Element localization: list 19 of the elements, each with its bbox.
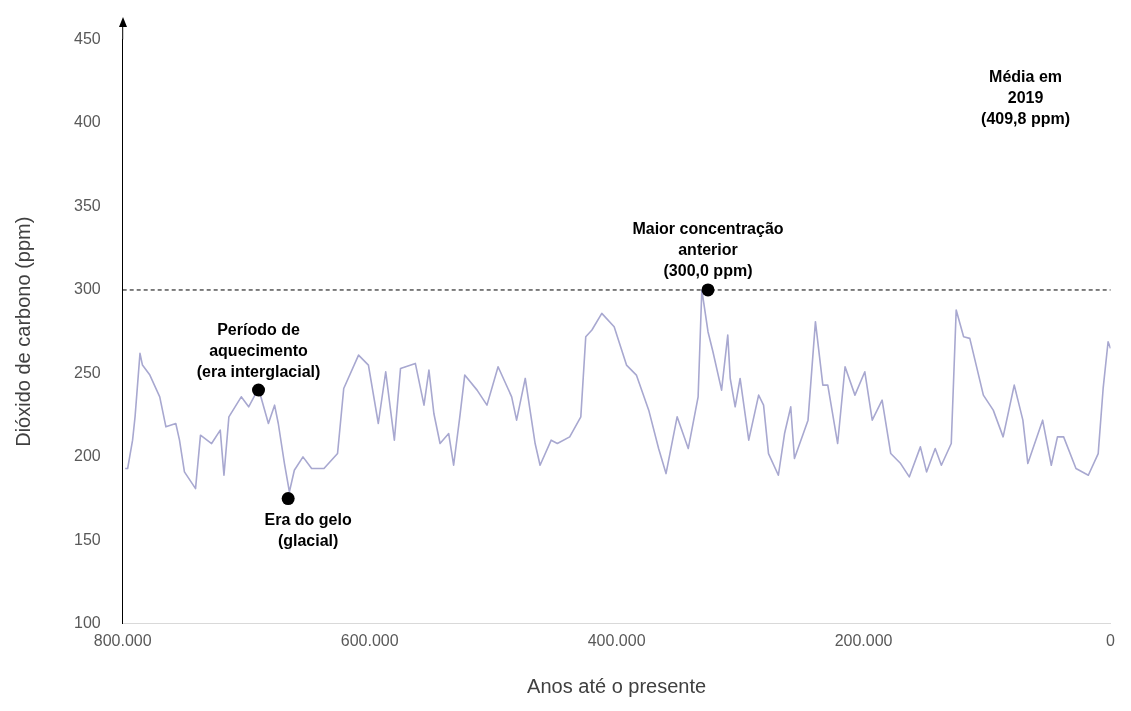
- y-tick-label: 350: [73, 196, 101, 214]
- y-tick-label: 300: [73, 280, 101, 298]
- y-tick-label: 400: [73, 113, 101, 131]
- y-tick-label: 450: [73, 30, 101, 48]
- annotation: Período de aquecimento (era interglacial): [196, 320, 321, 380]
- x-axis-title: Anos até o presente: [527, 674, 707, 697]
- y-tick-label: 250: [73, 363, 101, 381]
- y-tick-label: 200: [73, 447, 101, 465]
- x-tick-label: 400.000: [587, 631, 646, 649]
- x-tick-label: 600.000: [340, 631, 399, 649]
- y-tick-label: 100: [73, 614, 101, 632]
- x-tick-label: 200.000: [834, 631, 893, 649]
- annotation: Maior concentração anterior (300,0 ppm): [632, 220, 784, 280]
- y-axis-title: Dióxido de carbono (ppm): [11, 216, 34, 447]
- x-tick-label: 800.000: [93, 631, 152, 649]
- annotation: Era do gelo (glacial): [264, 511, 352, 550]
- annotation: Média em 2019 (409,8 ppm): [981, 68, 1071, 128]
- y-tick-label: 150: [73, 530, 101, 548]
- x-tick-label: 0: [1106, 631, 1116, 649]
